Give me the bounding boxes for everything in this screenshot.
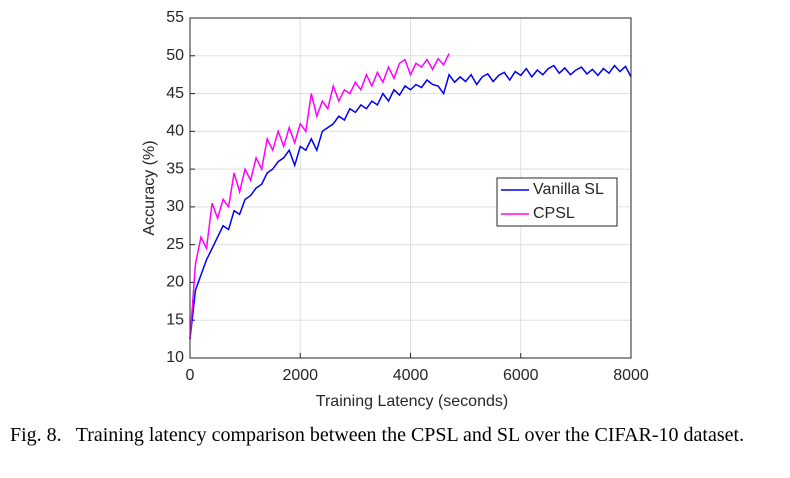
x-tick-label: 8000 (613, 367, 649, 384)
legend-label: CPSL (533, 205, 575, 222)
x-tick-label: 2000 (282, 367, 318, 384)
y-tick-label: 35 (166, 160, 184, 177)
caption: Fig. 8. Training latency comparison betwe… (10, 422, 780, 448)
legend-box (496, 177, 618, 227)
series-line (189, 53, 450, 340)
y-tick-label: 50 (166, 47, 184, 64)
y-tick-label: 10 (166, 349, 184, 366)
x-axis-label: Training Latency (seconds) (316, 393, 508, 410)
y-tick-label: 20 (166, 274, 184, 291)
y-tick-label: 25 (166, 236, 184, 253)
y-tick-label: 45 (166, 85, 184, 102)
x-tick-label: 6000 (503, 367, 539, 384)
y-tick-label: 55 (166, 9, 184, 26)
chart: Training Latency (seconds) Accuracy (%) … (141, 9, 649, 410)
y-tick-label: 30 (166, 198, 184, 215)
series-line (189, 64, 632, 340)
caption-label: Fig. 8. (10, 424, 62, 446)
x-tick-label: 4000 (393, 367, 429, 384)
caption-text: Training latency comparison between the … (75, 424, 745, 446)
y-axis-label: Accuracy (%) (141, 140, 158, 235)
y-tick-label: 15 (166, 311, 184, 328)
plot-frame (189, 17, 632, 359)
x-tick-label: 0 (186, 367, 195, 384)
legend-label: Vanilla SL (533, 181, 604, 198)
y-tick-label: 40 (166, 123, 184, 140)
